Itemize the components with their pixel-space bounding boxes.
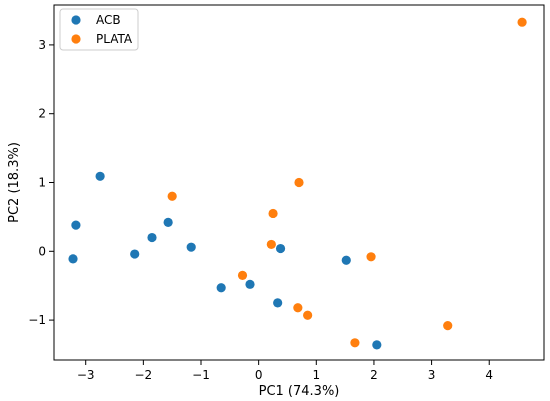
data-point-acb — [68, 254, 78, 264]
y-axis-label: PC2 (18.3%) — [7, 142, 22, 223]
legend-marker-plata — [71, 34, 81, 44]
data-point-acb — [341, 255, 351, 265]
data-point-plata — [303, 310, 313, 320]
data-point-acb — [130, 249, 140, 259]
x-tick-label: −3 — [77, 368, 95, 382]
series-plata — [167, 17, 527, 348]
x-tick-label: 1 — [312, 368, 320, 382]
legend-marker-acb — [71, 15, 81, 25]
legend-label-acb: ACB — [96, 13, 121, 27]
data-point-acb — [186, 242, 196, 252]
data-point-acb — [216, 283, 226, 293]
data-point-plata — [268, 208, 278, 219]
x-tick-label: 2 — [370, 368, 378, 382]
data-point-plata — [350, 338, 360, 348]
data-point-acb — [71, 220, 81, 230]
data-point-plata — [293, 303, 303, 313]
data-point-plata — [266, 239, 276, 250]
data-point-plata — [167, 191, 177, 201]
y-tick-label: 1 — [38, 176, 46, 190]
data-point-acb — [275, 243, 286, 254]
data-point-plata — [366, 252, 376, 262]
data-point-plata — [443, 321, 453, 331]
data-point-acb — [372, 340, 382, 350]
data-point-acb — [273, 298, 283, 308]
x-tick-label: 3 — [428, 368, 436, 382]
data-point-plata — [517, 17, 527, 27]
y-tick-label: 3 — [38, 38, 46, 52]
data-point-acb — [245, 279, 255, 289]
legend: ACB PLATA — [59, 8, 139, 51]
series-acb — [68, 171, 382, 350]
legend-label-plata: PLATA — [96, 32, 133, 46]
x-tick-label: 4 — [485, 368, 493, 382]
x-tick-label: −1 — [192, 368, 210, 382]
x-axis-label: PC1 (74.3%) — [259, 384, 340, 399]
x-tick-label: 0 — [255, 368, 263, 382]
data-point-acb — [147, 232, 157, 243]
y-tick-label: −1 — [28, 313, 46, 327]
y-tick-label: 2 — [38, 107, 46, 121]
data-point-acb — [163, 217, 173, 228]
y-tick-label: 0 — [38, 244, 46, 258]
data-point-acb — [95, 171, 105, 181]
data-point-plata — [294, 177, 304, 188]
x-tick-label: −2 — [135, 368, 153, 382]
data-point-plata — [237, 270, 248, 280]
